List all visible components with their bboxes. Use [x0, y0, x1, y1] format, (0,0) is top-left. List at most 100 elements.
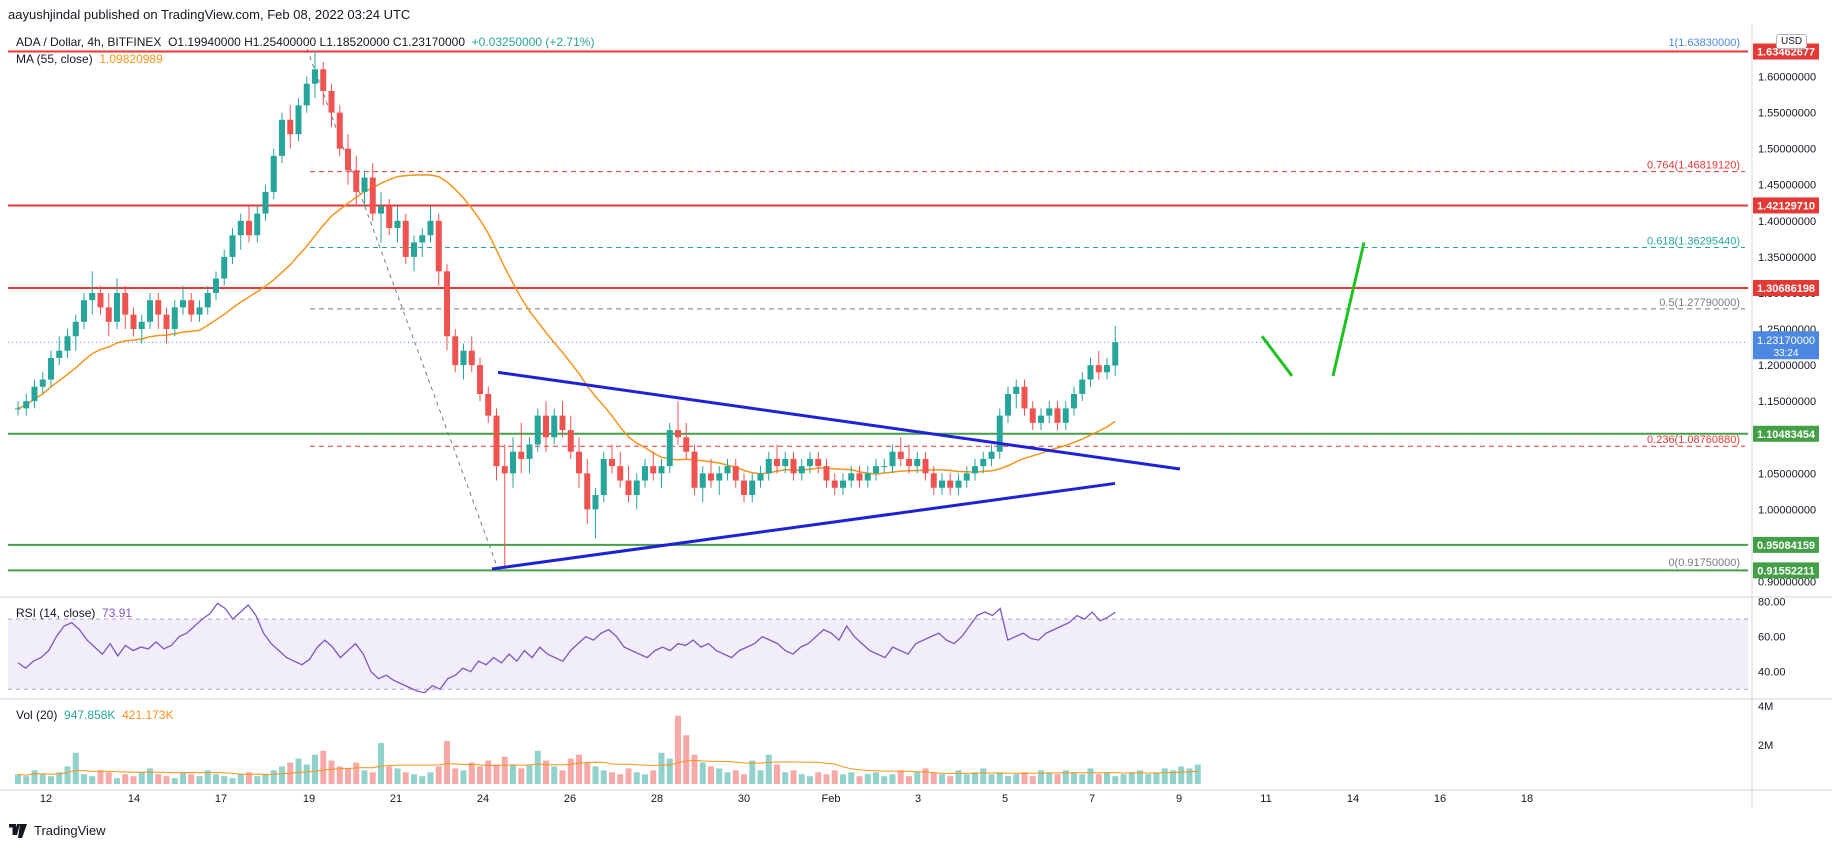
candle-down — [518, 451, 525, 459]
x-tick-label: 24 — [477, 793, 489, 805]
candle-up — [848, 473, 855, 481]
symbol-name[interactable]: ADA / Dollar, 4h, BITFINEX — [16, 35, 162, 49]
x-tick-label: 16 — [1434, 793, 1446, 805]
volume-bar — [1178, 766, 1185, 784]
volume-legend[interactable]: Vol (20) 947.858K 421.173K — [16, 708, 173, 722]
candle-up — [526, 444, 533, 459]
volume-bar — [576, 754, 582, 784]
candle-up — [798, 466, 805, 474]
candle-up — [1104, 365, 1110, 373]
volume-bar — [171, 778, 178, 784]
volume-bar — [81, 774, 87, 784]
upper-trendline — [497, 370, 1181, 471]
candle-up — [180, 300, 186, 308]
candle-down — [617, 466, 624, 481]
currency-button[interactable]: USD — [1776, 34, 1808, 49]
candle-up — [89, 292, 96, 301]
volume-bar — [345, 768, 351, 784]
volume-bar — [435, 766, 442, 784]
candle-down — [386, 206, 393, 229]
candle-down — [188, 300, 195, 315]
candle-up — [254, 213, 261, 236]
volume-bar — [963, 774, 970, 784]
resistance-level-badge — [1753, 197, 1819, 214]
tradingview-brand[interactable]: TradingView — [8, 823, 106, 838]
volume-bar — [122, 774, 129, 784]
volume-bar — [402, 772, 409, 784]
volume-bar — [114, 778, 120, 784]
volume-ma-line — [17, 759, 1198, 776]
volume-value: 947.858K — [64, 708, 116, 722]
volume-tick-label: 2M — [1758, 740, 1773, 752]
volume-bar — [419, 776, 426, 784]
candle-up — [807, 458, 813, 467]
support-level-badge — [1753, 536, 1819, 553]
candle-up — [303, 83, 310, 106]
candle-down — [444, 271, 450, 337]
candle-up — [889, 451, 896, 467]
volume-bar — [625, 768, 632, 784]
candle-down — [328, 90, 335, 113]
volume-bar — [452, 768, 459, 784]
volume-bar — [955, 770, 962, 784]
candle-down — [452, 336, 459, 366]
candle-up — [138, 321, 145, 330]
candle-up — [955, 480, 962, 488]
volume-bar — [48, 776, 54, 784]
volume-bar — [328, 760, 335, 784]
ma-legend[interactable]: MA (55, close) 1.09820989 — [16, 52, 163, 66]
volume-bar — [213, 774, 219, 784]
candle-up — [411, 242, 417, 257]
candle-up — [600, 458, 607, 495]
volume-bar — [584, 762, 591, 784]
candle-up — [1013, 386, 1020, 394]
volume-bar — [873, 772, 879, 784]
lower-trendline — [491, 481, 1116, 571]
volume-bar — [1087, 768, 1094, 784]
candle-up — [114, 292, 120, 322]
y-tick-label: 1.20000000 — [1758, 360, 1816, 372]
candle-up — [221, 256, 228, 279]
volume-bar — [881, 776, 888, 784]
volume-bar — [691, 754, 698, 784]
last-price-label: 1.23170000 — [1757, 335, 1815, 347]
rsi-legend[interactable]: RSI (14, close) 73.91 — [16, 606, 132, 620]
candle-up — [72, 321, 79, 337]
rsi-label: RSI (14, close) — [16, 606, 96, 620]
volume-bar — [757, 770, 764, 784]
volume-bar — [930, 772, 937, 784]
volume-bar — [411, 774, 417, 784]
volume-bar — [155, 774, 162, 784]
candle-down — [1021, 386, 1028, 409]
volume-bar — [922, 768, 929, 784]
rsi-tick-label: 60.00 — [1758, 632, 1786, 644]
candle-down — [790, 458, 797, 474]
candle-down — [477, 365, 483, 394]
tradingview-logo-icon — [9, 823, 27, 838]
candle-down — [493, 415, 500, 467]
candle-up — [229, 235, 236, 257]
volume-bar — [163, 776, 170, 784]
volume-bar — [147, 768, 153, 784]
candle-down — [287, 119, 294, 135]
candle-up — [147, 300, 153, 322]
candle-up — [749, 480, 756, 495]
volume-ma-value: 421.173K — [122, 708, 174, 722]
volume-bar — [1137, 770, 1143, 784]
volume-bar — [468, 762, 475, 784]
candle-down — [683, 437, 690, 452]
fib-level-label: 0.5(1.27790000) — [1659, 297, 1740, 309]
volume-bar — [1079, 774, 1086, 784]
candle-down — [543, 415, 549, 438]
candle-down — [559, 415, 566, 431]
volume-bar — [229, 778, 236, 784]
volume-bar — [1071, 772, 1077, 784]
ma-line — [17, 174, 1116, 475]
volume-bar — [105, 772, 112, 784]
volume-bar — [138, 772, 145, 784]
volume-bar — [716, 768, 723, 784]
y-tick-label: 1.05000000 — [1758, 468, 1816, 480]
y-tick-label: 0.90000000 — [1758, 577, 1816, 589]
candle-up — [864, 473, 871, 481]
